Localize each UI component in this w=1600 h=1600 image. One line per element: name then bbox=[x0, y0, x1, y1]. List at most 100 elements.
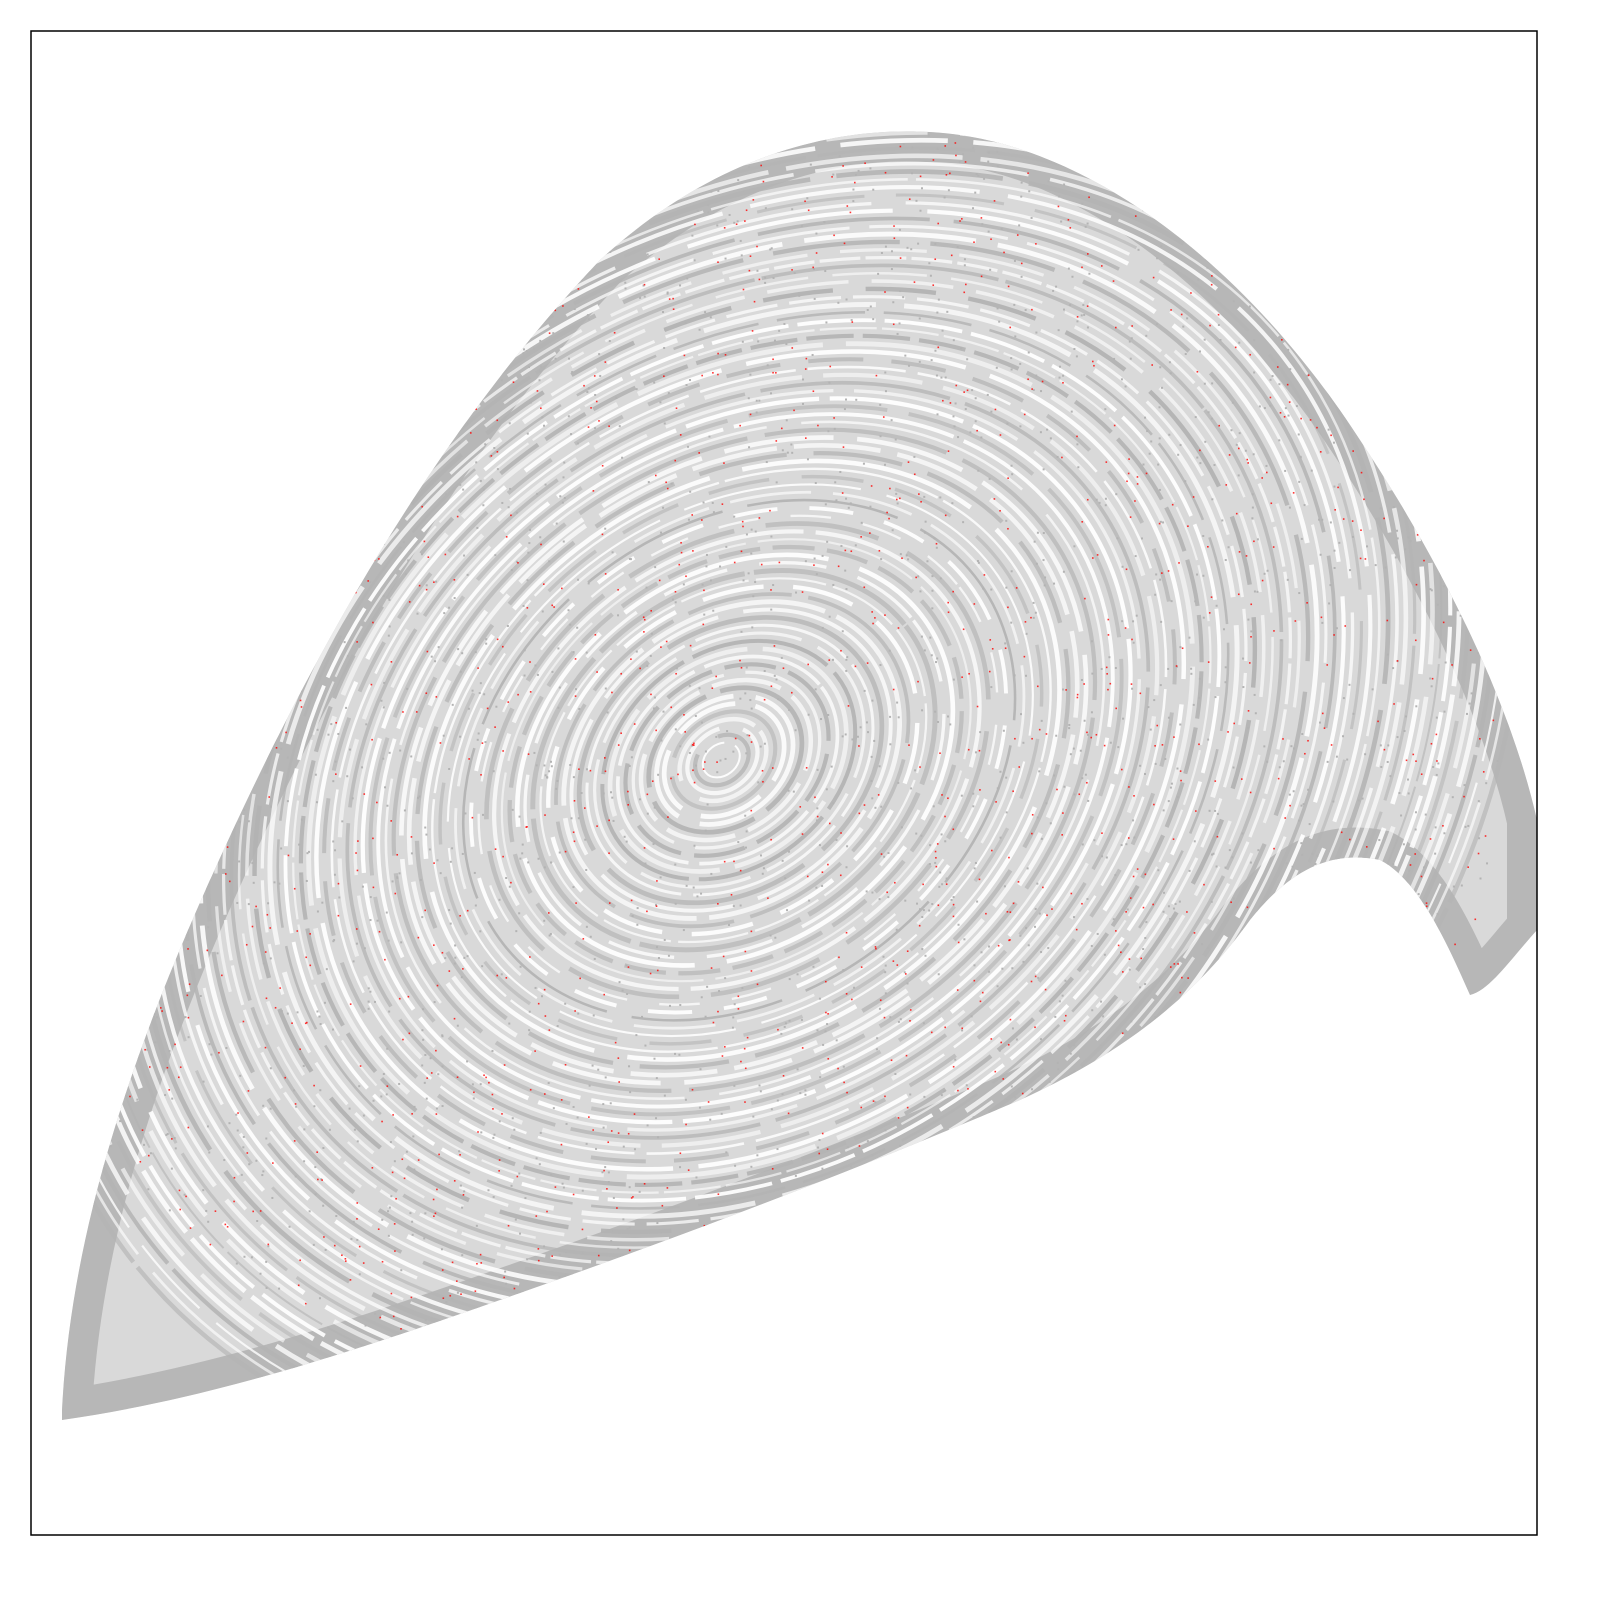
accent-speckle bbox=[791, 347, 794, 349]
speckle bbox=[1130, 1020, 1133, 1023]
accent-speckle bbox=[801, 591, 804, 593]
accent-speckle bbox=[1180, 313, 1183, 316]
speckle bbox=[444, 957, 447, 960]
speckle bbox=[400, 230, 403, 233]
speckle bbox=[492, 1386, 495, 1389]
speckle bbox=[825, 788, 828, 791]
accent-speckle bbox=[1279, 950, 1282, 953]
speckle bbox=[1084, 773, 1087, 776]
speckle bbox=[1040, 1195, 1043, 1198]
speckle bbox=[461, 652, 464, 655]
accent-speckle bbox=[88, 852, 91, 855]
accent-speckle bbox=[1372, 874, 1374, 876]
speckle bbox=[1415, 501, 1418, 504]
speckle bbox=[941, 883, 944, 886]
speckle bbox=[643, 295, 646, 298]
speckle bbox=[1035, 374, 1038, 377]
accent-speckle bbox=[750, 930, 753, 933]
speckle bbox=[845, 866, 848, 869]
accent-speckle bbox=[129, 524, 132, 527]
speckle bbox=[280, 847, 283, 850]
speckle bbox=[928, 262, 931, 265]
accent-speckle bbox=[267, 608, 269, 610]
speckle bbox=[689, 379, 692, 382]
speckle bbox=[460, 976, 463, 979]
accent-speckle bbox=[981, 991, 984, 994]
accent-speckle bbox=[529, 691, 532, 693]
speckle bbox=[429, 1057, 432, 1060]
speckle bbox=[71, 808, 74, 811]
accent-speckle bbox=[618, 1314, 621, 1317]
speckle bbox=[821, 884, 824, 887]
speckle bbox=[990, 588, 993, 591]
speckle bbox=[508, 1147, 511, 1150]
speckle bbox=[589, 1350, 592, 1353]
speckle bbox=[1363, 1094, 1366, 1097]
accent-speckle bbox=[170, 935, 173, 937]
speckle bbox=[706, 985, 709, 988]
speckle bbox=[501, 501, 504, 504]
speckle bbox=[1303, 911, 1306, 914]
speckle bbox=[88, 887, 91, 890]
speckle bbox=[865, 890, 868, 893]
accent-speckle bbox=[206, 812, 208, 814]
speckle bbox=[897, 781, 900, 784]
accent-speckle bbox=[134, 465, 136, 468]
accent-speckle bbox=[658, 579, 661, 582]
speckle bbox=[1329, 584, 1332, 587]
accent-speckle bbox=[1057, 205, 1060, 208]
swirl-line bbox=[546, 583, 920, 937]
speckle bbox=[821, 626, 824, 629]
speckle bbox=[1417, 893, 1420, 896]
speckle bbox=[1165, 1138, 1168, 1141]
accent-speckle bbox=[692, 550, 694, 552]
speckle bbox=[135, 1012, 138, 1015]
speckle bbox=[1269, 404, 1272, 407]
accent-speckle bbox=[846, 205, 849, 207]
accent-speckle bbox=[650, 609, 653, 612]
accent-speckle bbox=[1288, 401, 1291, 403]
accent-speckle bbox=[421, 505, 423, 508]
speckle bbox=[515, 133, 518, 136]
speckle bbox=[400, 1269, 403, 1272]
speckle bbox=[940, 833, 943, 836]
accent-speckle bbox=[1076, 316, 1079, 318]
accent-speckle bbox=[589, 769, 592, 772]
speckle bbox=[236, 1129, 239, 1132]
speckle bbox=[82, 1036, 85, 1039]
speckle bbox=[1443, 710, 1446, 713]
accent-speckle bbox=[881, 1375, 883, 1378]
speckle bbox=[346, 224, 349, 227]
speckle bbox=[551, 670, 554, 673]
accent-speckle bbox=[838, 130, 840, 132]
speckle bbox=[518, 815, 521, 818]
speckle bbox=[806, 458, 809, 461]
speckle bbox=[905, 554, 908, 557]
accent-speckle bbox=[668, 298, 671, 300]
speckle bbox=[228, 1122, 231, 1125]
accent-speckle bbox=[990, 238, 992, 241]
accent-speckle bbox=[537, 1259, 540, 1262]
accent-speckle bbox=[481, 178, 483, 181]
accent-speckle bbox=[851, 321, 854, 323]
accent-speckle bbox=[646, 910, 648, 913]
speckle bbox=[1248, 1096, 1251, 1099]
speckle bbox=[186, 531, 189, 534]
speckle bbox=[586, 314, 589, 317]
speckle bbox=[561, 1182, 564, 1185]
speckle bbox=[1339, 1123, 1342, 1126]
accent-speckle bbox=[1096, 554, 1099, 556]
accent-speckle bbox=[666, 1187, 669, 1189]
accent-speckle bbox=[1149, 1213, 1152, 1215]
swirl-line bbox=[454, 490, 1026, 1030]
speckle bbox=[917, 575, 920, 578]
speckle bbox=[581, 1251, 584, 1254]
speckle bbox=[1069, 1052, 1072, 1055]
accent-speckle bbox=[92, 580, 95, 582]
speckle bbox=[1299, 456, 1302, 459]
speckle bbox=[479, 930, 482, 933]
speckle bbox=[575, 265, 578, 268]
speckle bbox=[1128, 968, 1131, 971]
speckle bbox=[924, 954, 927, 957]
speckle bbox=[784, 1022, 787, 1025]
